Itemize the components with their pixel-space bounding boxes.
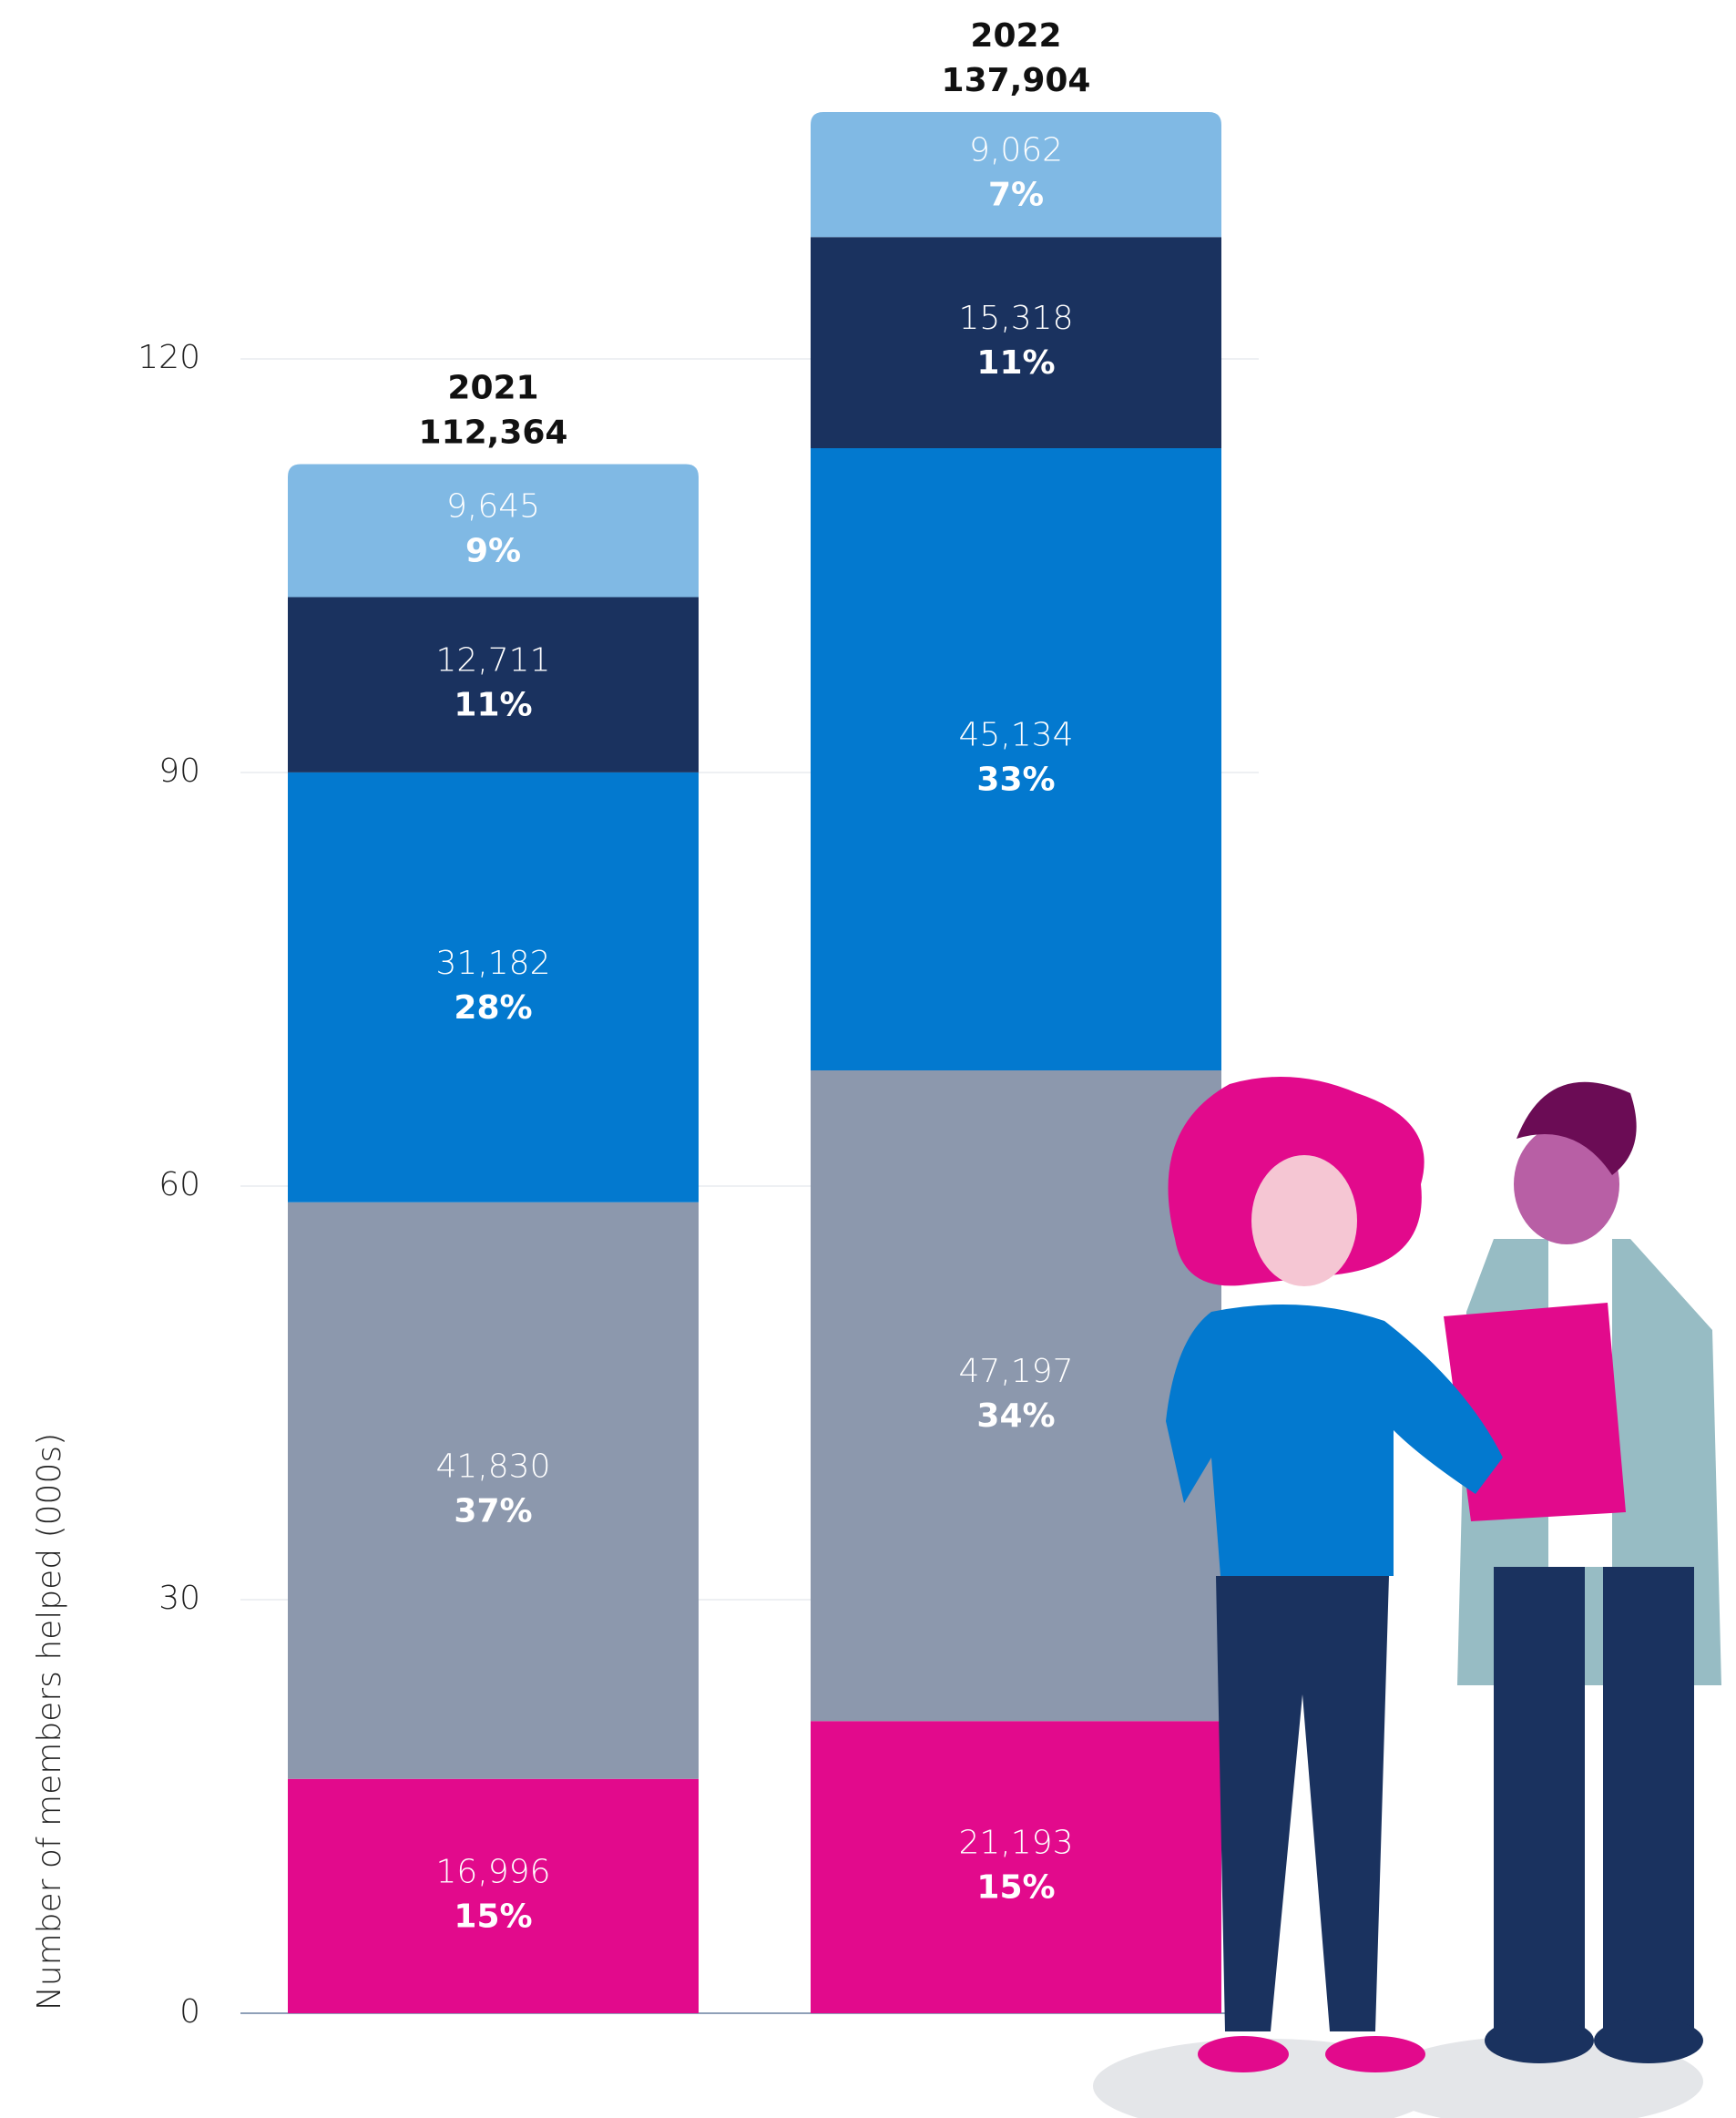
y-tick-label: 0 xyxy=(179,1993,200,2031)
share-label: 15% xyxy=(454,1898,532,1935)
share-label: 7% xyxy=(988,177,1044,214)
value-label: 41,830 xyxy=(436,1448,551,1485)
illustration-shape xyxy=(1603,1567,1694,2031)
total-label: 137,904 xyxy=(942,62,1091,99)
illustration-shape xyxy=(1514,1124,1619,1244)
bar-segment xyxy=(811,112,1221,238)
illustration-shape xyxy=(1594,2018,1703,2063)
value-label: 21,193 xyxy=(959,1825,1074,1862)
illustration-shape xyxy=(1494,1567,1585,2031)
total-label: 112,364 xyxy=(419,414,568,452)
illustration-shape xyxy=(1216,1576,1389,2031)
share-label: 37% xyxy=(454,1492,532,1530)
y-tick-label: 30 xyxy=(158,1580,200,1617)
share-label: 15% xyxy=(976,1869,1055,1907)
bar-segment xyxy=(288,1778,699,2013)
value-label: 16,996 xyxy=(436,1853,551,1890)
y-axis-title: Number of members helped (000s) xyxy=(31,1433,68,2011)
bar-segment xyxy=(288,597,699,773)
share-label: 11% xyxy=(976,344,1055,382)
value-label: 47,197 xyxy=(959,1353,1074,1390)
illustration-shape xyxy=(1166,1305,1503,1576)
value-label: 45,134 xyxy=(959,717,1074,754)
y-tick-label: 90 xyxy=(158,752,200,790)
value-label: 15,318 xyxy=(959,300,1074,337)
bar-segment xyxy=(811,1721,1221,2013)
share-label: 9% xyxy=(465,533,521,570)
y-tick-label: 60 xyxy=(158,1166,200,1203)
share-label: 28% xyxy=(454,989,532,1027)
value-label: 12,711 xyxy=(436,642,551,680)
bar-segment xyxy=(288,772,699,1202)
share-label: 34% xyxy=(976,1397,1055,1435)
illustration-shape xyxy=(1325,2036,1425,2072)
illustration-shape xyxy=(1516,1081,1637,1175)
value-label: 9,062 xyxy=(969,132,1063,169)
illustration-shape xyxy=(1485,2018,1594,2063)
bar-segment xyxy=(811,237,1221,449)
illustration-shape xyxy=(1251,1155,1357,1286)
category-label: 2022 xyxy=(970,17,1061,55)
y-tick-label: 120 xyxy=(138,339,200,376)
illustration xyxy=(1093,1077,1721,2118)
bar-segment xyxy=(288,464,699,598)
illustration-shape xyxy=(1198,2036,1289,2072)
bar-segment xyxy=(811,1070,1221,1722)
share-label: 33% xyxy=(976,762,1055,799)
bar-segment xyxy=(811,448,1221,1071)
value-label: 9,645 xyxy=(446,488,540,526)
category-label: 2021 xyxy=(447,370,538,407)
bar-segment xyxy=(288,1202,699,1779)
share-label: 11% xyxy=(454,687,532,724)
value-label: 31,182 xyxy=(436,945,551,982)
